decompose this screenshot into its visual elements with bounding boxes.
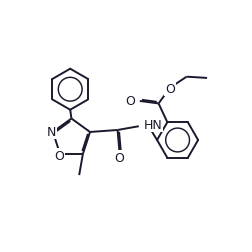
Text: O: O xyxy=(114,151,124,164)
Text: N: N xyxy=(47,126,56,139)
Text: O: O xyxy=(164,83,174,96)
Text: HN: HN xyxy=(143,119,162,132)
Text: O: O xyxy=(125,95,135,108)
Text: O: O xyxy=(54,149,64,162)
